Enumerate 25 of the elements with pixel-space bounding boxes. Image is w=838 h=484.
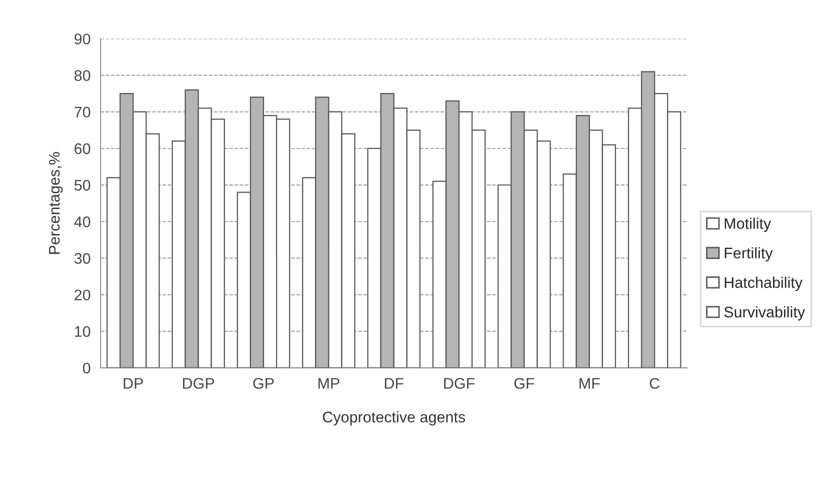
y-tick-label: 40 (74, 216, 90, 228)
x-tick-label: DF (384, 378, 404, 389)
legend-label: Fertility (724, 247, 773, 262)
y-tick-label: 90 (74, 34, 90, 44)
legend-label: Survivability (724, 306, 806, 321)
x-tick-label: MF (580, 378, 600, 389)
x-tick-label: DGP (183, 378, 214, 389)
y-tick-label: 50 (74, 180, 90, 191)
y-tick-label: 80 (74, 70, 90, 81)
x-tick-label: GP (253, 378, 274, 389)
x-tick-label: MP (318, 378, 340, 389)
y-axis-title: Percentages,% (48, 152, 63, 254)
y-tick-label: 30 (74, 253, 90, 264)
y-tick-label: 60 (74, 143, 90, 154)
y-tick-label: 10 (75, 326, 90, 337)
legend-label: Hatchability (724, 276, 803, 291)
x-tick-label: GF (514, 378, 534, 389)
x-tick-label: C (650, 378, 660, 389)
x-tick-label: DP (124, 378, 143, 389)
y-tick-label: 20 (74, 290, 90, 300)
x-tick-label: DGF (444, 378, 475, 389)
y-tick-label: 0 (82, 362, 90, 374)
x-axis-title: Cyoprotective agents (322, 411, 466, 426)
y-tick-label: 70 (74, 106, 90, 118)
legend-label: Motility (724, 218, 772, 232)
